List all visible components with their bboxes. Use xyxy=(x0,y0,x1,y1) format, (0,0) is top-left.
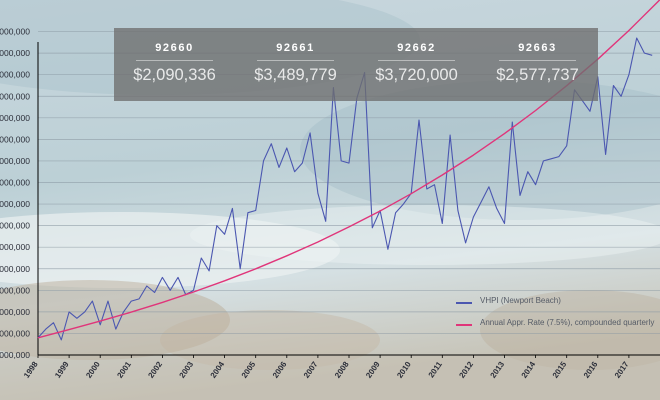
x-tick-label: 2006 xyxy=(271,360,289,380)
y-tick-label: ,000,000 xyxy=(0,113,30,123)
x-axis-ticks: 1998 1999 2000 2001 2002 2003 2004 2005 2006 2007… xyxy=(22,355,631,380)
zip-divider xyxy=(257,60,334,61)
chart-legend: VHPI (Newport Beach) Annual Appr. Rate (… xyxy=(456,294,660,338)
zip-stat-92663: 92663 $2,577,737 xyxy=(477,28,598,101)
zip-stat-92660: 92660 $2,090,336 xyxy=(114,28,235,101)
x-tick-label: 2012 xyxy=(457,360,475,380)
legend-label: Annual Appr. Rate (7.5%), compounded qua… xyxy=(480,318,655,327)
y-tick-label: ,000,000 xyxy=(0,70,30,80)
zip-divider xyxy=(499,60,576,61)
y-tick-label: ,000,000 xyxy=(0,264,30,274)
zip-divider xyxy=(136,60,213,61)
x-tick-label: 2014 xyxy=(520,360,538,380)
zip-stat-92662: 92662 $3,720,000 xyxy=(356,28,477,101)
x-tick-label: 2000 xyxy=(84,360,102,380)
zip-price-value: $3,489,779 xyxy=(254,66,337,84)
y-tick-label: ,000,000 xyxy=(0,221,30,231)
zip-stat-92661: 92661 $3,489,779 xyxy=(235,28,356,101)
x-tick-label: 2004 xyxy=(209,360,227,380)
x-tick-label: 2009 xyxy=(364,360,382,380)
x-tick-label: 1998 xyxy=(22,360,40,380)
x-tick-label: 2005 xyxy=(240,360,258,380)
y-tick-label: ,000,000 xyxy=(0,27,30,37)
x-tick-label: 2002 xyxy=(146,360,164,380)
zip-median-price-panel: 92660 $2,090,336 92661 $3,489,779 92662 … xyxy=(114,28,598,101)
y-tick-label: ,000,000 xyxy=(0,178,30,188)
y-tick-label: ,000,000 xyxy=(0,307,30,317)
y-tick-label: ,000,000 xyxy=(0,91,30,101)
zip-code-label: 92660 xyxy=(155,42,194,54)
y-tick-label: ,000,000 xyxy=(0,48,30,58)
zip-price-value: $2,577,737 xyxy=(496,66,579,84)
y-tick-label: ,000,000 xyxy=(0,285,30,295)
y-tick-label: ,000,000 xyxy=(0,350,30,360)
vhpi-series-line xyxy=(37,37,653,341)
x-tick-label: 2015 xyxy=(551,360,569,380)
x-tick-label: 2017 xyxy=(613,360,631,380)
zip-code-label: 92662 xyxy=(397,42,436,54)
x-tick-label: 2016 xyxy=(582,360,600,380)
y-tick-label: ,000,000 xyxy=(0,134,30,144)
y-tick-label: ,000,000 xyxy=(0,199,30,209)
x-tick-label: 2003 xyxy=(178,360,196,380)
x-tick-label: 2007 xyxy=(302,360,320,380)
x-tick-label: 2010 xyxy=(395,360,413,380)
x-tick-label: 2001 xyxy=(115,360,133,380)
x-tick-label: 1999 xyxy=(53,360,71,380)
x-tick-label: 2013 xyxy=(489,360,507,380)
y-tick-label: ,000,000 xyxy=(0,242,30,252)
zip-divider xyxy=(378,60,455,61)
zip-price-value: $2,090,336 xyxy=(133,66,216,84)
y-axis-ticks: ,000,000 ,000,000 ,000,000 ,000,000 ,000,000… xyxy=(0,27,30,360)
x-tick-label: 2008 xyxy=(333,360,351,380)
zip-price-value: $3,720,000 xyxy=(375,66,458,84)
y-tick-label: ,000,000 xyxy=(0,156,30,166)
zip-code-label: 92663 xyxy=(518,42,557,54)
y-tick-label: ,000,000 xyxy=(0,328,30,338)
legend-swatch xyxy=(456,302,472,304)
zip-code-label: 92661 xyxy=(276,42,315,54)
x-tick-label: 2011 xyxy=(427,360,445,380)
legend-swatch xyxy=(456,324,472,326)
legend-label: VHPI (Newport Beach) xyxy=(480,296,561,305)
